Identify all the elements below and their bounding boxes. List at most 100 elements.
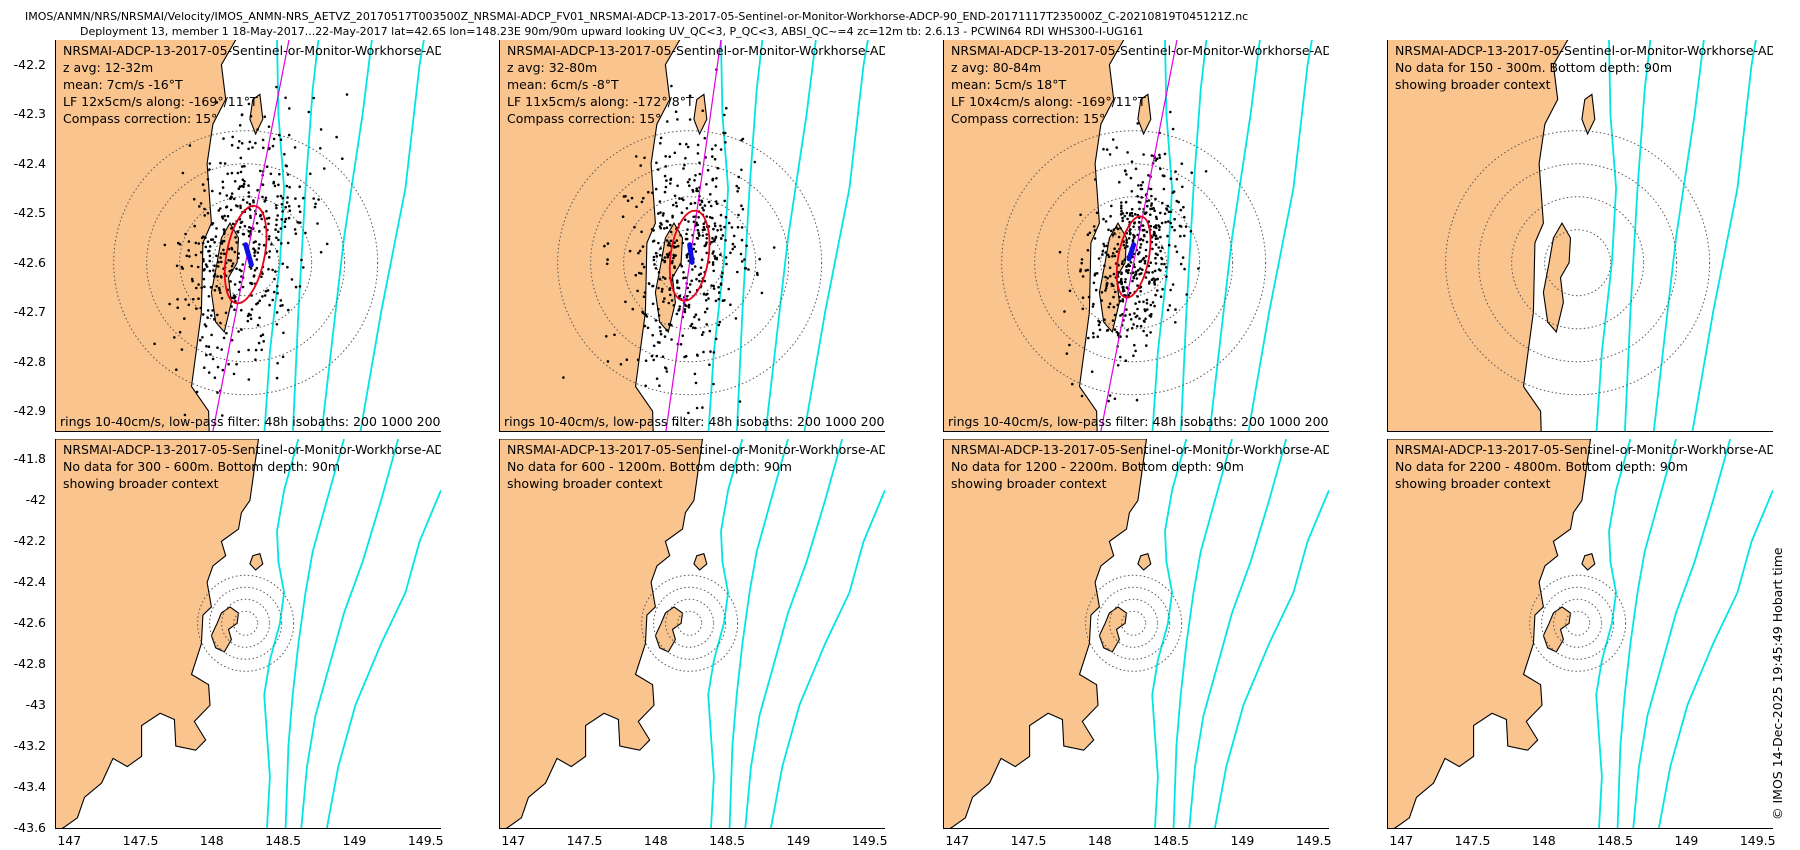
velocity-point [697, 216, 700, 219]
velocity-point [695, 189, 698, 192]
velocity-point [1125, 308, 1128, 311]
velocity-point [678, 197, 681, 200]
velocity-point [1151, 301, 1155, 304]
velocity-point [1108, 302, 1112, 306]
velocity-point [217, 209, 221, 212]
velocity-point [691, 326, 695, 329]
velocity-point [1169, 221, 1172, 225]
velocity-point [183, 317, 186, 320]
velocity-point [707, 297, 710, 300]
velocity-point [230, 338, 234, 342]
velocity-point [1128, 291, 1132, 295]
velocity-point [203, 323, 207, 326]
velocity-point [725, 106, 728, 110]
land-maria-island [654, 221, 684, 334]
velocity-ring-10cms [677, 610, 703, 636]
velocity-point [252, 199, 255, 202]
velocity-point [287, 308, 290, 312]
velocity-point [238, 226, 242, 229]
velocity-point [1133, 343, 1136, 347]
velocity-point [241, 285, 245, 289]
velocity-point [1102, 242, 1105, 246]
velocity-point [693, 326, 697, 330]
velocity-point [1150, 204, 1153, 207]
velocity-point [269, 172, 273, 176]
velocity-point [1153, 269, 1157, 273]
velocity-point [668, 155, 671, 158]
isobath-4000m [1691, 40, 1757, 431]
velocity-point [278, 172, 281, 176]
velocity-point [713, 224, 717, 228]
velocity-point [205, 353, 208, 357]
velocity-point [273, 184, 277, 188]
velocity-point [341, 157, 344, 160]
panel-info-line: mean: 5cm/s 18°T [951, 77, 1067, 92]
velocity-point [1143, 261, 1147, 265]
velocity-point [736, 270, 739, 274]
velocity-point [669, 182, 672, 185]
velocity-point [206, 240, 210, 243]
velocity-point [637, 251, 640, 255]
isobath-200m [263, 40, 286, 431]
velocity-point [676, 281, 679, 284]
velocity-point [1168, 304, 1172, 307]
velocity-point [1121, 212, 1125, 215]
velocity-point [222, 228, 226, 231]
velocity-point [230, 268, 234, 272]
velocity-point [1166, 234, 1169, 238]
velocity-point [1166, 308, 1170, 312]
map-plot-5 [56, 439, 441, 828]
variance-ellipse [1115, 215, 1152, 299]
velocity-point [230, 227, 233, 230]
velocity-point [187, 249, 190, 252]
velocity-point [689, 202, 693, 206]
velocity-point [213, 273, 217, 276]
velocity-point [1090, 370, 1094, 374]
velocity-point [1144, 255, 1148, 258]
velocity-point [237, 187, 241, 190]
velocity-point [272, 181, 275, 185]
x-tick-label: 148.5 [709, 833, 746, 848]
velocity-point [221, 368, 225, 372]
velocity-point [253, 254, 256, 258]
velocity-scatter [153, 85, 349, 417]
velocity-point [260, 217, 263, 221]
velocity-point [686, 145, 690, 149]
velocity-point [676, 244, 680, 248]
velocity-point [249, 214, 252, 218]
velocity-point [298, 210, 302, 214]
velocity-point [685, 256, 689, 259]
panel-info-line: showing broader context [1395, 77, 1551, 92]
velocity-point [1119, 299, 1122, 303]
velocity-point [1157, 268, 1161, 271]
velocity-point [219, 252, 223, 255]
velocity-point [710, 240, 713, 244]
velocity-point [246, 319, 250, 323]
velocity-point [1138, 207, 1141, 211]
velocity-point [281, 262, 284, 266]
velocity-point [1119, 314, 1122, 317]
velocity-point [709, 193, 712, 196]
velocity-point [262, 340, 265, 343]
panel-info-line: z avg: 32-80m [507, 60, 598, 75]
velocity-point [1108, 266, 1112, 269]
velocity-point [1145, 302, 1149, 305]
velocity-point [1121, 260, 1124, 263]
velocity-point [270, 243, 273, 246]
velocity-point [688, 94, 692, 98]
velocity-point [688, 118, 692, 121]
x-tick-label: 148.5 [1153, 833, 1190, 848]
velocity-point [1197, 267, 1200, 270]
land-schouten-island [693, 93, 708, 136]
velocity-point [203, 366, 206, 370]
land-schouten-island [1581, 553, 1596, 571]
velocity-point [1146, 308, 1149, 311]
velocity-point [290, 278, 294, 281]
velocity-point [276, 292, 279, 295]
velocity-point [642, 196, 645, 200]
velocity-point [211, 309, 214, 312]
velocity-point [662, 300, 665, 303]
velocity-point [1154, 159, 1157, 162]
velocity-point [1150, 154, 1154, 157]
velocity-point [245, 201, 249, 204]
